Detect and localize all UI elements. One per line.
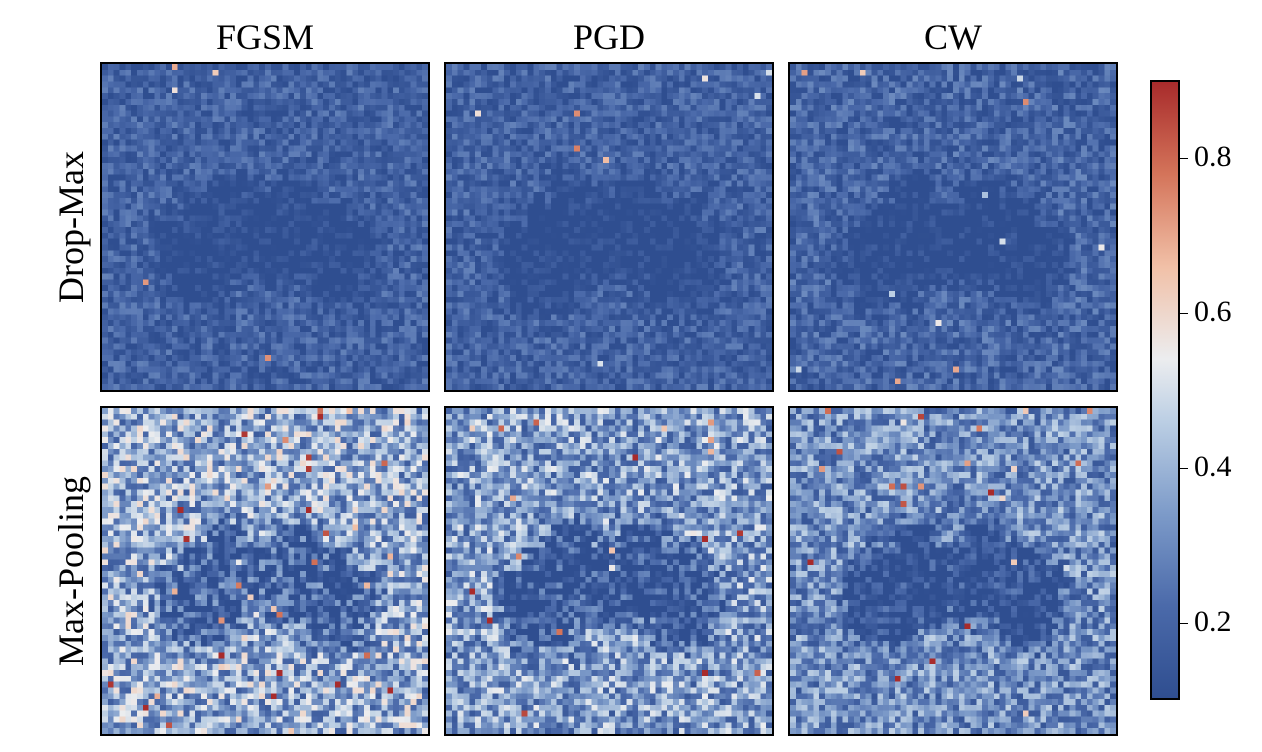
colorbar: 0.2 0.4 0.6 0.8 [1150, 80, 1260, 700]
heatmap-canvas [102, 64, 428, 390]
heatmap-panel [788, 406, 1118, 736]
heatmap-panel [100, 62, 430, 392]
col-header-fgsm: FGSM [100, 16, 430, 58]
row-label-dropmax: Drop-Max [50, 62, 92, 392]
col-header-cw: CW [788, 16, 1118, 58]
colorbar-gradient [1150, 80, 1180, 700]
figure-root: FGSM PGD CW Drop-Max Max-Pooling 0.2 0.4 0… [20, 10, 1250, 740]
colorbar-tick [1180, 313, 1188, 314]
col-header-pgd: PGD [444, 16, 774, 58]
colorbar-tick [1180, 623, 1188, 624]
row-label-maxpooling: Max-Pooling [50, 406, 92, 736]
colorbar-tick-label: 0.2 [1194, 605, 1232, 639]
heatmap-panel [788, 62, 1118, 392]
row-label-text: Drop-Max [51, 151, 91, 303]
heatmap-panel [100, 406, 430, 736]
col-header-label: CW [924, 17, 982, 57]
col-header-label: PGD [573, 17, 645, 57]
heatmap-panel [444, 406, 774, 736]
colorbar-tick-label: 0.8 [1194, 140, 1232, 174]
heatmap-canvas [790, 408, 1116, 734]
colorbar-tick [1180, 158, 1188, 159]
colorbar-tick-label: 0.4 [1194, 450, 1232, 484]
heatmap-canvas [446, 408, 772, 734]
row-label-text: Max-Pooling [51, 476, 91, 666]
colorbar-tick-label: 0.6 [1194, 295, 1232, 329]
colorbar-tick [1180, 468, 1188, 469]
heatmap-panel [444, 62, 774, 392]
heatmap-canvas [790, 64, 1116, 390]
col-header-label: FGSM [216, 17, 314, 57]
heatmap-canvas [102, 408, 428, 734]
heatmap-canvas [446, 64, 772, 390]
